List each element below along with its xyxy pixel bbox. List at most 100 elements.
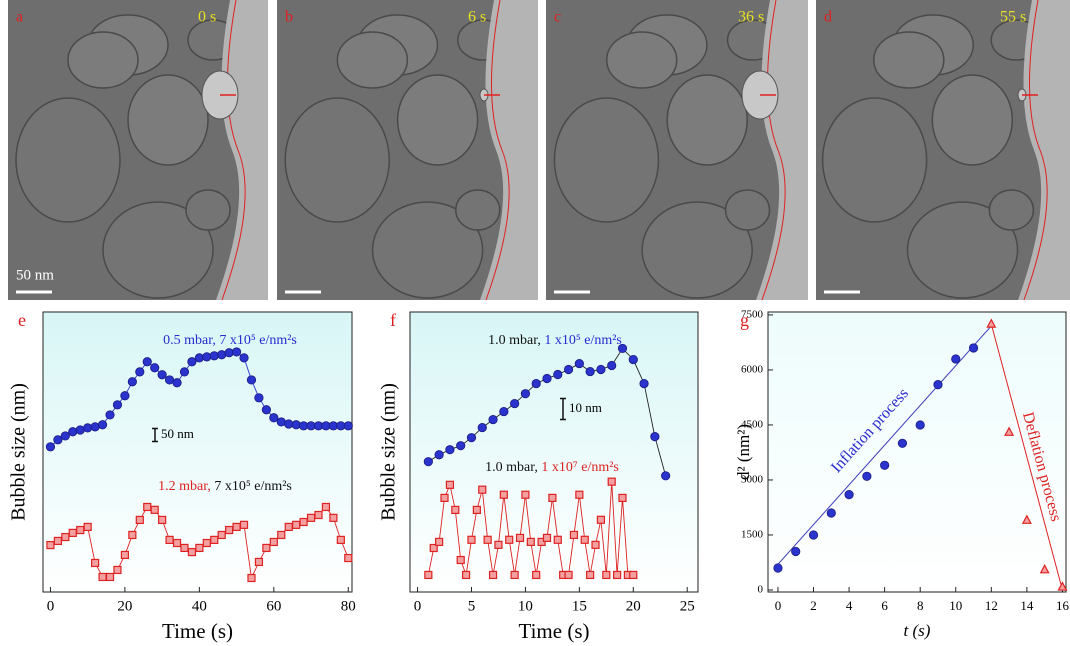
data-point: [113, 401, 121, 409]
panel-label: c: [554, 9, 561, 26]
data-point: [511, 571, 518, 578]
data-point: [180, 368, 188, 376]
data-point: [210, 352, 218, 360]
organelle: [932, 75, 1012, 165]
data-point: [203, 353, 211, 361]
data-point: [570, 531, 577, 538]
x-tick-label: 12: [985, 598, 998, 613]
scale-bar-label: 50 nm: [16, 267, 54, 283]
data-point: [114, 566, 121, 573]
data-point: [143, 358, 151, 366]
data-point: [136, 516, 143, 523]
organelle: [874, 32, 944, 88]
data-point: [597, 516, 604, 523]
data-point: [99, 573, 106, 580]
data-point: [248, 575, 255, 582]
data-point: [196, 544, 203, 551]
data-point: [608, 478, 615, 485]
data-point: [863, 472, 871, 480]
data-point: [457, 557, 464, 564]
data-point: [500, 407, 508, 415]
data-point: [532, 379, 540, 387]
y-axis-label: Bubble size (nm): [8, 383, 30, 521]
organelle: [398, 75, 478, 165]
scale-bar-label: 50 nm: [161, 426, 194, 441]
data-point: [490, 571, 497, 578]
data-point: [467, 433, 475, 441]
data-point: [315, 512, 322, 519]
data-point: [144, 503, 151, 510]
x-tick-label: 40: [192, 598, 207, 614]
data-point: [166, 536, 173, 543]
data-point: [898, 439, 906, 447]
x-tick-label: 2: [810, 598, 817, 613]
data-point: [195, 354, 203, 362]
organelle: [285, 98, 389, 222]
data-point: [478, 423, 486, 431]
data-point: [608, 361, 616, 369]
data-point: [452, 506, 459, 513]
data-point: [495, 541, 502, 548]
data-point: [173, 379, 181, 387]
data-point: [446, 481, 453, 488]
data-point: [54, 436, 62, 444]
series-label: 0.5 mbar, 7 x10⁵ e/nm²s: [163, 333, 297, 348]
x-axis-label: t (s): [904, 621, 931, 640]
y-tick-label: 6000: [741, 363, 764, 375]
y-axis-label: Bubble size (nm): [378, 383, 400, 521]
data-point: [435, 451, 443, 459]
organelle: [16, 98, 120, 222]
panel-label: b: [285, 9, 293, 26]
y-tick-label: 0: [758, 584, 764, 596]
data-point: [69, 529, 76, 536]
organelle: [554, 98, 658, 222]
data-point: [278, 531, 285, 538]
data-point: [592, 541, 599, 548]
data-point: [285, 523, 292, 530]
x-tick-label: 4: [846, 598, 853, 613]
x-tick-label: 16: [1056, 598, 1070, 613]
data-point: [129, 531, 136, 538]
panel-label: a: [16, 9, 23, 26]
data-point: [576, 491, 583, 498]
series-label: 1.2 mbar, 7 x10⁵ e/nm²s: [158, 479, 292, 494]
time-label: 55 s: [1000, 9, 1026, 26]
x-tick-label: 25: [680, 598, 695, 614]
x-tick-label: 60: [266, 598, 281, 614]
plot-area: [768, 312, 1066, 592]
data-point: [424, 457, 432, 465]
data-point: [136, 368, 144, 376]
x-tick-label: 6: [881, 598, 888, 613]
x-tick-label: 80: [341, 598, 356, 614]
data-point: [916, 421, 924, 429]
data-point: [211, 536, 218, 543]
data-point: [181, 544, 188, 551]
data-point: [489, 415, 497, 423]
x-tick-label: 0: [414, 598, 422, 614]
x-tick-label: 0: [47, 598, 55, 614]
series-dose: 7 x10⁵ e/nm²s: [219, 333, 297, 348]
data-point: [522, 491, 529, 498]
data-point: [203, 540, 210, 547]
data-point: [232, 348, 240, 356]
series-dose: 1 x10⁵ e/nm²s: [544, 333, 622, 348]
data-point: [226, 527, 233, 534]
data-point: [603, 571, 610, 578]
series-pressure: 1.0 mbar,: [485, 460, 538, 475]
data-point: [247, 376, 255, 384]
data-point: [128, 378, 136, 386]
data-point: [106, 411, 114, 419]
data-point: [463, 571, 470, 578]
data-point: [344, 422, 352, 430]
data-point: [827, 509, 835, 517]
x-tick-label: 0: [775, 598, 782, 613]
data-point: [521, 389, 529, 397]
organelle: [823, 98, 927, 222]
organelle: [456, 190, 500, 230]
data-point: [543, 534, 550, 541]
data-point: [533, 571, 540, 578]
data-point: [774, 564, 782, 572]
data-point: [809, 531, 817, 539]
panel-label: e: [18, 310, 26, 330]
data-point: [158, 371, 166, 379]
